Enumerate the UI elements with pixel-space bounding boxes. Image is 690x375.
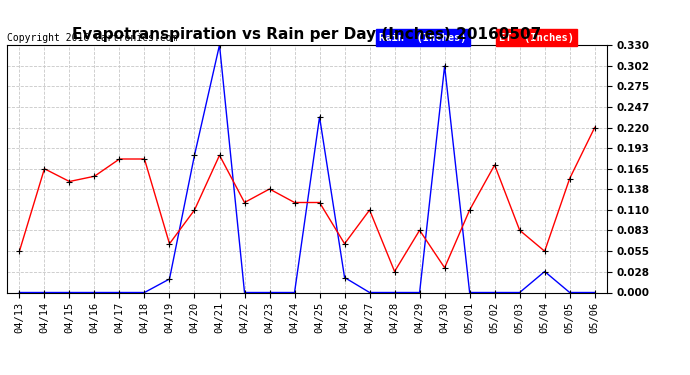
Text: Copyright 2016 Cartronics.com: Copyright 2016 Cartronics.com bbox=[7, 33, 177, 42]
Title: Evapotranspiration vs Rain per Day (Inches) 20160507: Evapotranspiration vs Rain per Day (Inch… bbox=[72, 27, 542, 42]
Text: ET  (Inches): ET (Inches) bbox=[499, 33, 574, 42]
Text: Rain  (Inches): Rain (Inches) bbox=[379, 33, 466, 42]
